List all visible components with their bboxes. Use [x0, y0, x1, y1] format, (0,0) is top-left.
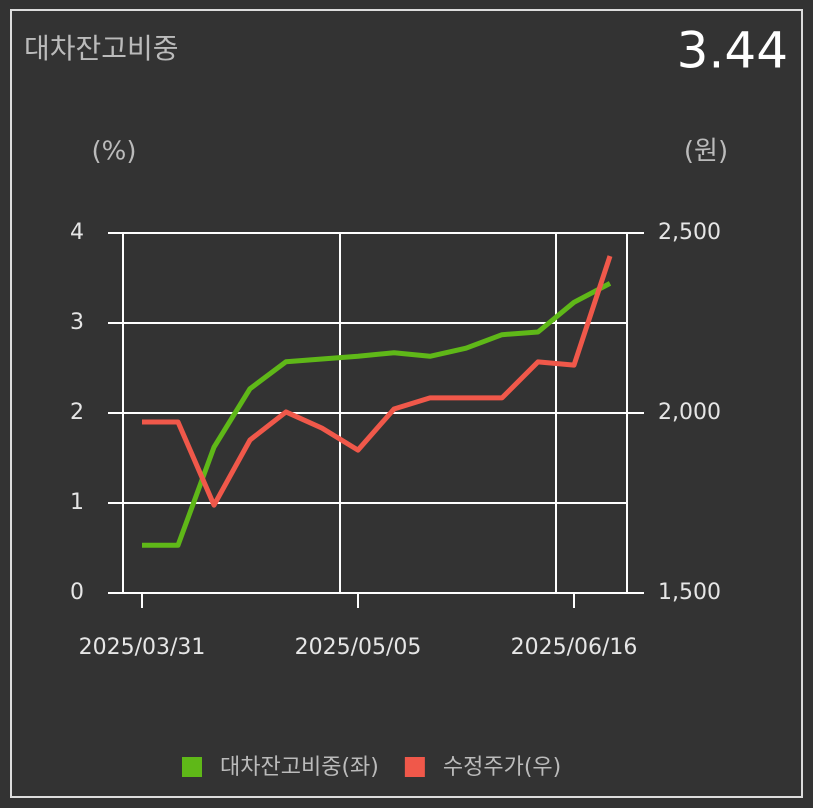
- x-tick-label: 2025/05/05: [295, 635, 422, 660]
- y-tick-label: 1: [70, 490, 84, 515]
- y2-axis-label: (원): [684, 137, 728, 167]
- chart-title: 대차잔고비중: [24, 32, 179, 65]
- x-tick-label: 2025/03/31: [79, 635, 206, 660]
- line: [142, 255, 613, 508]
- legend-swatch: [404, 757, 425, 777]
- legend-label: 수정주가(우): [443, 755, 561, 780]
- y-tick-label: 3: [70, 310, 84, 335]
- x-tick-label: 2025/06/16: [511, 635, 638, 660]
- y-axis-label: (%): [92, 137, 137, 167]
- y2-tick-label: 2,500: [658, 220, 721, 245]
- y-tick-label: 0: [70, 580, 84, 605]
- y-tick-label: 2: [70, 400, 84, 425]
- y-tick-label: 4: [70, 220, 84, 245]
- current-value: 3.44: [677, 22, 788, 80]
- legend-swatch: [182, 757, 202, 777]
- line: [142, 281, 612, 548]
- y2-tick-label: 2,000: [658, 400, 721, 425]
- y2-tick-label: 1,500: [658, 580, 721, 605]
- legend-label: 대차잔고비중(좌): [220, 755, 379, 780]
